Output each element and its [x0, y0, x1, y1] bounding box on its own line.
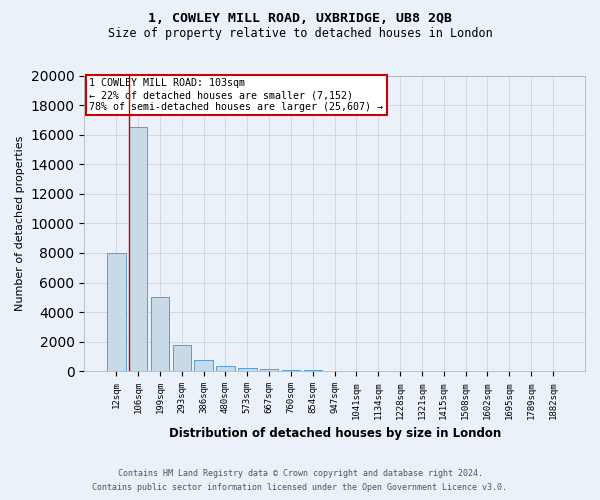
Bar: [194, 360, 213, 372]
Text: Contains HM Land Registry data © Crown copyright and database right 2024.: Contains HM Land Registry data © Crown c…: [118, 468, 482, 477]
Bar: [238, 368, 257, 372]
Text: 1 COWLEY MILL ROAD: 103sqm
← 22% of detached houses are smaller (7,152)
78% of s: 1 COWLEY MILL ROAD: 103sqm ← 22% of deta…: [89, 78, 383, 112]
X-axis label: Distribution of detached houses by size in London: Distribution of detached houses by size …: [169, 427, 501, 440]
Bar: [107, 253, 125, 372]
Bar: [260, 369, 278, 372]
Bar: [304, 370, 322, 372]
Bar: [281, 370, 300, 372]
Text: Contains public sector information licensed under the Open Government Licence v3: Contains public sector information licen…: [92, 484, 508, 492]
Bar: [151, 298, 169, 372]
Bar: [173, 346, 191, 372]
Y-axis label: Number of detached properties: Number of detached properties: [15, 136, 25, 311]
Text: 1, COWLEY MILL ROAD, UXBRIDGE, UB8 2QB: 1, COWLEY MILL ROAD, UXBRIDGE, UB8 2QB: [148, 12, 452, 26]
Text: Size of property relative to detached houses in London: Size of property relative to detached ho…: [107, 28, 493, 40]
Bar: [216, 366, 235, 372]
Bar: [129, 128, 148, 372]
